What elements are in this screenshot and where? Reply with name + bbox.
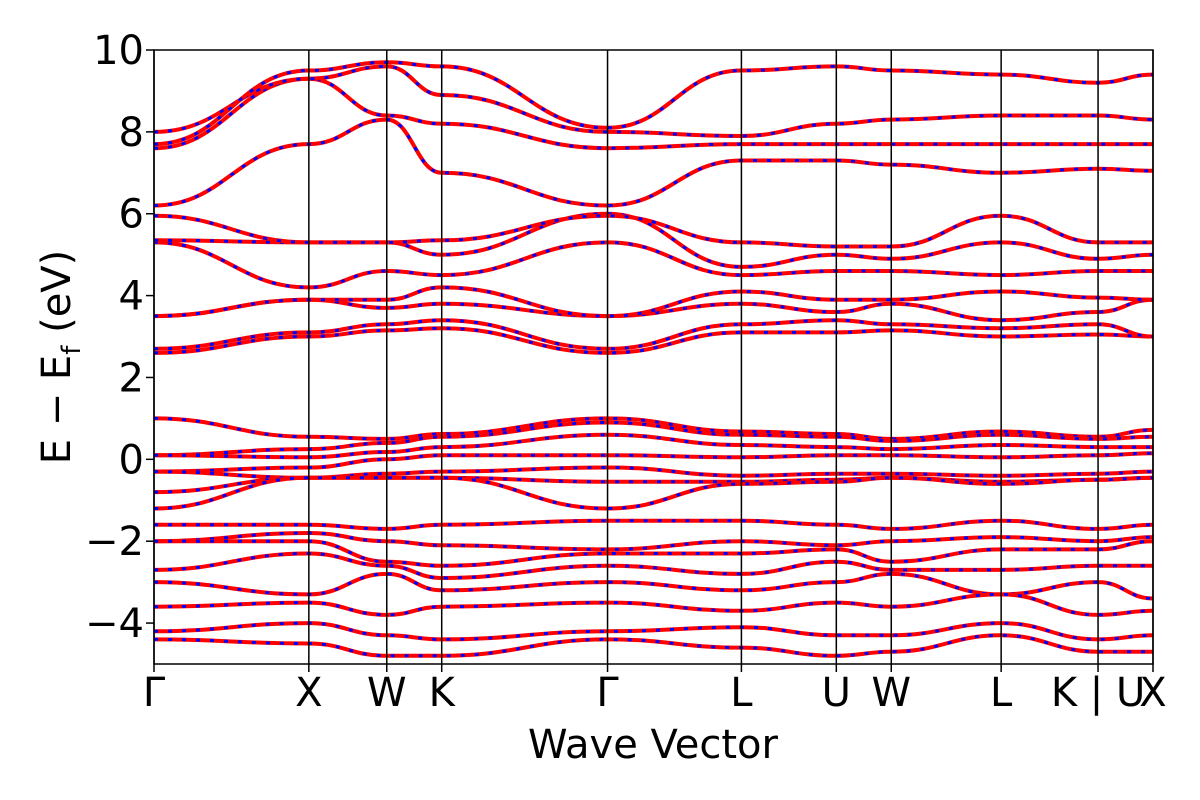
band-line-overlay: [154, 318, 1153, 351]
y-tick-label: 10: [93, 28, 144, 74]
band-line: [154, 64, 1153, 139]
y-axis-title-subscript: f: [57, 345, 87, 355]
band-line-overlay: [154, 476, 1153, 511]
y-tick-label: 4: [119, 274, 144, 320]
band-line: [154, 633, 1153, 658]
y-axis-title-main: E − E: [34, 355, 80, 465]
x-tick-label: Γ: [143, 670, 166, 716]
y-tick-label: 2: [119, 355, 144, 401]
band-line-overlay: [154, 572, 1153, 600]
x-tick-label: X: [295, 670, 322, 716]
band-line-overlay: [154, 551, 1153, 580]
band-line-overlay: [154, 420, 1153, 457]
band-line-overlay: [154, 240, 1153, 289]
x-tick-label: L: [730, 670, 753, 716]
band-line-overlay: [154, 433, 1153, 459]
y-tick-label: −4: [85, 601, 144, 647]
band-line-overlay: [154, 633, 1153, 658]
band-line: [154, 551, 1153, 581]
band-line-overlay: [154, 326, 1153, 355]
bands: [154, 60, 1153, 658]
band-line: [154, 539, 1153, 568]
x-tick-label: X: [1139, 670, 1166, 716]
x-tick-label: W: [871, 670, 911, 716]
band-line-overlay: [154, 285, 1153, 318]
band-line-overlay: [154, 416, 1153, 441]
band-line: [154, 240, 1153, 290]
y-axis-title: E − Ef (eV): [34, 250, 87, 465]
band-line-overlay: [154, 476, 1153, 494]
plot-frame: [153, 49, 1154, 665]
x-axis-title: Wave Vector: [528, 722, 779, 768]
y-axis-title-unit: (eV): [34, 250, 80, 346]
band-line-overlay: [154, 64, 1153, 138]
band-line-overlay: [154, 451, 1153, 474]
band-line: [154, 592, 1153, 617]
band-line: [154, 621, 1153, 642]
band-line-overlay: [154, 214, 1153, 249]
x-tick-label: K: [429, 670, 457, 716]
band-line-overlay: [154, 531, 1153, 551]
x-tick-label: Γ: [596, 670, 619, 716]
band-line-overlay: [154, 298, 1153, 322]
y-tick-label: 8: [119, 110, 144, 156]
x-tick-label: W: [367, 670, 407, 716]
band-line: [154, 60, 1153, 147]
x-tick-label: K | U: [1051, 670, 1145, 716]
band-line: [154, 518, 1153, 531]
y-axis: 10 8 6 4 2 0 −2 −4: [85, 28, 154, 647]
y-tick-label: −2: [85, 519, 144, 565]
x-tick-label: U: [822, 670, 851, 716]
band-line-overlay: [154, 465, 1153, 480]
x-tick-label: L: [990, 670, 1013, 716]
y-tick-label: 6: [119, 192, 144, 238]
y-tick-label: 0: [119, 437, 144, 483]
